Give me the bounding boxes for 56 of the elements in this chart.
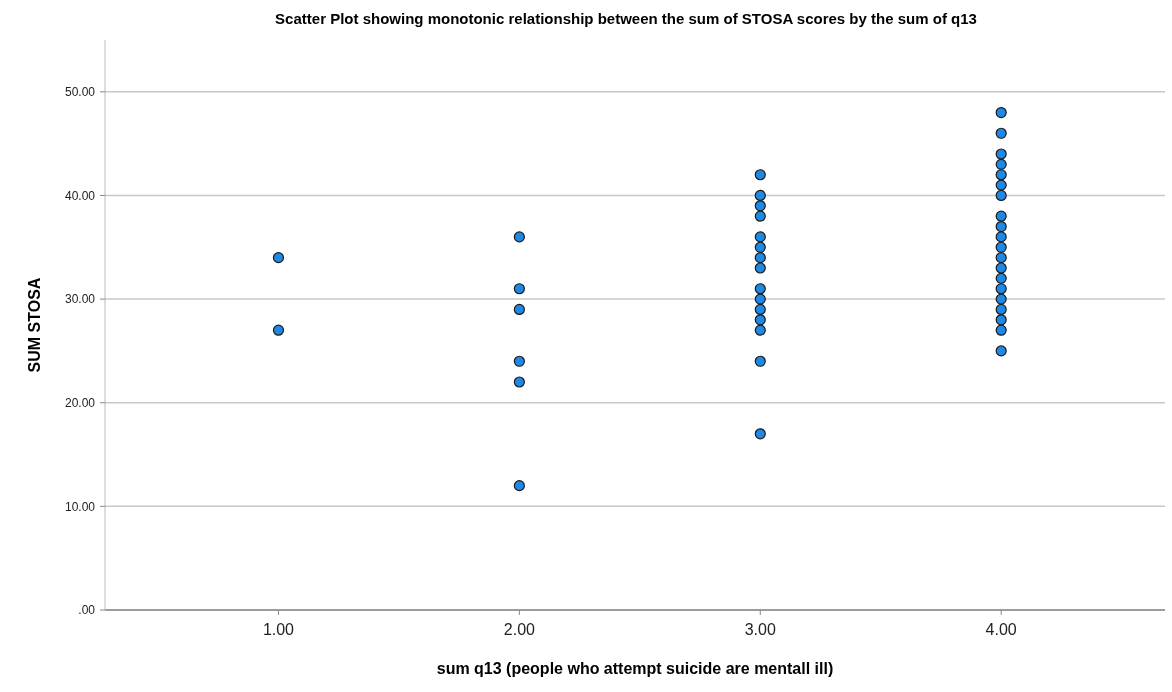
point <box>995 231 1007 243</box>
point <box>995 283 1007 295</box>
y-tick-label: .00 <box>78 603 96 618</box>
point <box>513 355 525 367</box>
x-tick-label: 2.00 <box>503 621 536 638</box>
point <box>995 189 1007 202</box>
y-tick-label: 20.00 <box>64 395 96 410</box>
point <box>995 148 1007 160</box>
x-tick-label: 3.00 <box>744 621 776 638</box>
y-tick-label: 50.00 <box>64 85 96 100</box>
point <box>513 283 525 295</box>
y-tick-label: 40.00 <box>64 188 96 203</box>
point <box>754 355 766 367</box>
point <box>995 293 1007 305</box>
point <box>995 314 1007 326</box>
chart-title: Scatter Plot showing monotonic relationship between the sum of STOSA scores by the sum of q13 <box>275 10 977 27</box>
y-tick-label: 30.00 <box>64 292 96 307</box>
point <box>513 376 525 388</box>
point <box>754 200 766 212</box>
point <box>513 480 525 492</box>
point <box>995 262 1007 274</box>
point <box>995 220 1007 233</box>
point <box>995 252 1007 264</box>
point <box>754 324 766 336</box>
point <box>995 169 1007 181</box>
point <box>754 283 766 295</box>
point <box>995 324 1007 336</box>
point <box>995 106 1007 119</box>
point <box>995 127 1007 139</box>
y-axis-title: SUM STOSA <box>26 277 43 373</box>
y-tick-label: 10.00 <box>64 499 96 514</box>
point <box>754 241 766 253</box>
point <box>995 210 1007 222</box>
point <box>995 158 1007 170</box>
point <box>272 324 285 336</box>
point <box>754 314 766 326</box>
point <box>754 252 766 264</box>
point <box>754 303 766 316</box>
point <box>513 231 525 243</box>
point <box>995 303 1007 316</box>
point <box>995 345 1007 357</box>
point <box>754 428 766 440</box>
point <box>995 179 1007 191</box>
point <box>995 241 1007 253</box>
point <box>995 272 1007 284</box>
point <box>754 189 766 202</box>
x-axis-title: sum q13 (people who attempt suicide are mentall ill) <box>436 660 834 677</box>
point <box>513 303 525 316</box>
x-tick-label: 1.00 <box>262 621 295 638</box>
point <box>754 210 766 222</box>
point <box>754 169 766 181</box>
point <box>272 252 285 264</box>
x-tick-label: 4.00 <box>985 621 1017 638</box>
point <box>754 231 766 243</box>
point <box>754 262 766 274</box>
point <box>754 293 766 305</box>
